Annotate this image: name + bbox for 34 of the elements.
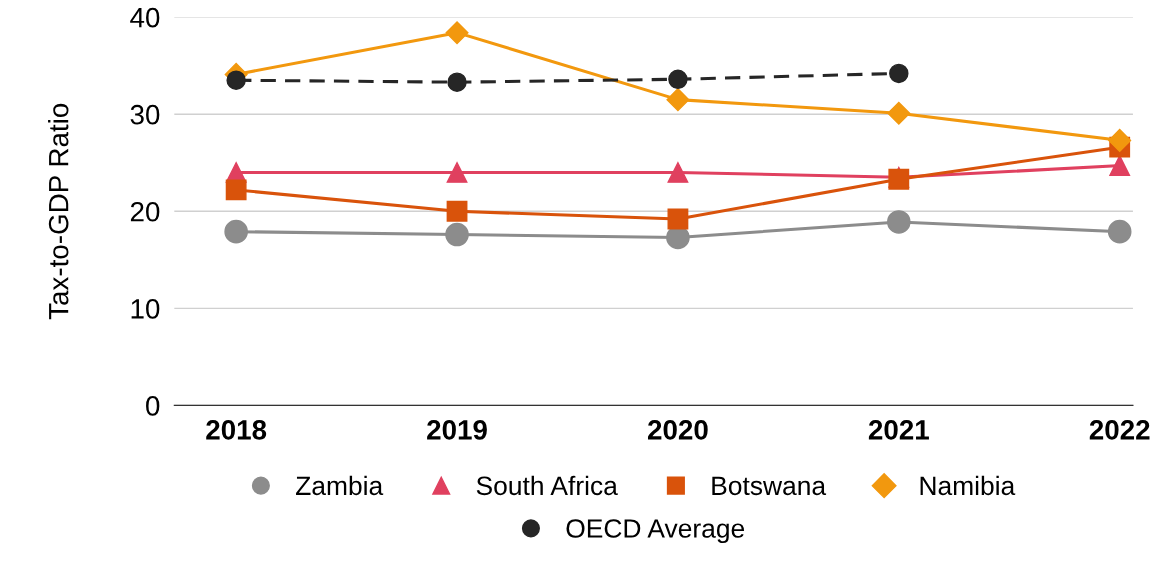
- point: [1109, 155, 1131, 177]
- y-tick-label: 20: [130, 201, 160, 222]
- y-tick-label: 10: [131, 299, 160, 319]
- y-axis-title: Tax-to-GDP Ratio: [48, 103, 69, 320]
- point: [887, 101, 911, 125]
- point: [447, 72, 467, 92]
- legend-label: Namibia: [920, 475, 1016, 496]
- y-tick-label: 40: [130, 7, 160, 28]
- point: [667, 208, 689, 230]
- point: [226, 70, 246, 90]
- x-tick-label: 2022: [1089, 420, 1150, 440]
- x-tick-label: 2018: [206, 420, 267, 440]
- y-tick-label: 0: [146, 396, 160, 416]
- point: [445, 21, 469, 45]
- point: [445, 222, 469, 247]
- point: [225, 179, 247, 201]
- y-tick-label: 30: [130, 104, 160, 125]
- point: [446, 200, 468, 222]
- point: [668, 69, 688, 89]
- point: [446, 162, 468, 183]
- legend-label: South Africa: [476, 475, 618, 496]
- point: [1107, 219, 1132, 244]
- point: [889, 63, 909, 84]
- point: [887, 210, 911, 234]
- point: [666, 88, 690, 112]
- legend-label: Botswana: [712, 476, 827, 496]
- x-tick-label: 2019: [427, 420, 487, 440]
- legend-label: Zambia: [296, 475, 384, 496]
- point: [1108, 128, 1132, 152]
- point: [224, 219, 248, 244]
- x-tick-label: 2020: [647, 420, 708, 440]
- x-tick-label: 2021: [868, 420, 929, 440]
- point: [667, 162, 689, 183]
- legend-label: OECD Average: [566, 519, 745, 544]
